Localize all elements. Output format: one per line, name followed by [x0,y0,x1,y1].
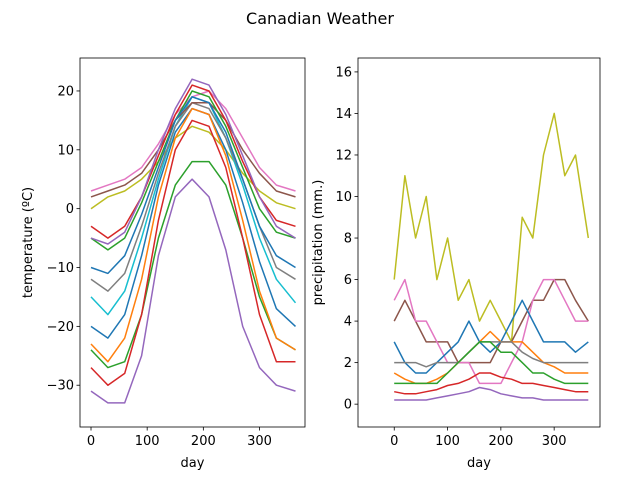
precipitation-series-line-4 [393,299,589,374]
precipitation-series-line-8 [394,372,589,395]
precipitation-axes-frame [357,57,601,428]
precipitation-series-line-9 [394,386,589,401]
precipitation-x-tick-label: 0 [390,434,398,449]
temperature-series-line-2 [90,90,296,192]
temperature-x-tick-label: 300 [247,434,272,449]
precipitation-x-tick-label: 100 [435,434,460,449]
precipitation-series-line-5 [393,330,589,385]
precipitation-series-line-7 [394,341,589,385]
precipitation-y-tick-label: 16 [335,65,352,80]
temperature-series-line-1 [90,178,296,404]
precipitation-y-tick-label: 6 [344,273,352,288]
temperature-y-tick-label: −10 [47,261,74,276]
figure-title: Canadian Weather [246,9,394,28]
temperature-y-tick-label: −20 [47,320,74,335]
temperature-y-tick-label: 20 [57,84,74,99]
precipitation-series-line-6 [394,341,589,368]
temperature-series-line-13 [90,78,296,245]
precipitation-y-tick-label: 10 [335,190,352,205]
precipitation-series-group [393,112,590,401]
temperature-x-tick-label: 0 [87,434,95,449]
temperature-series-group [90,78,297,404]
temperature-x-axis-label: day [181,456,205,471]
temperature-y-tick-label: 0 [66,202,74,217]
temperature-y-tick-label: 10 [57,143,74,158]
precipitation-y-tick-label: 2 [344,356,352,371]
temperature-y-axis-label: temperature (ºC) [21,187,36,298]
precipitation-x-axis-label: day [467,456,491,471]
precipitation-series-line-1 [393,112,590,343]
temperature-y-tick-label: −30 [47,379,74,394]
temperature-x-tick-label: 100 [135,434,160,449]
temperature-x-tick-label: 200 [191,434,216,449]
precipitation-x-tick-label: 300 [542,434,567,449]
temperature-series-line-3 [90,125,296,210]
temperature-axes-frame [79,57,306,428]
precipitation-y-tick-label: 0 [344,398,352,413]
temperature-axes: 0 100 200 300 −30 −20 −10 0 10 20 day temperature (… [21,57,306,471]
precipitation-y-tick-label: 4 [344,315,352,330]
precipitation-y-tick-label: 14 [335,107,352,122]
temperature-series-line-7 [90,107,296,363]
temperature-series-line-4 [90,160,296,369]
temperature-series-line-11 [90,90,296,251]
temperature-series-line-10 [90,101,296,198]
precipitation-series-line-3 [393,278,589,385]
temperature-series-line-9 [90,101,296,292]
precipitation-axes: 0 100 200 300 0 2 4 6 8 10 12 14 16 day precipitation … [311,57,601,471]
precipitation-x-tick-label: 200 [488,434,513,449]
precipitation-y-tick-label: 8 [344,232,352,247]
temperature-series-line-14 [90,96,296,275]
temperature-series-line-6 [90,107,297,339]
precipitation-y-tick-label: 12 [335,148,352,163]
precipitation-y-axis-label: precipitation (mm.) [311,180,326,306]
temperature-series-line-5 [90,119,296,386]
